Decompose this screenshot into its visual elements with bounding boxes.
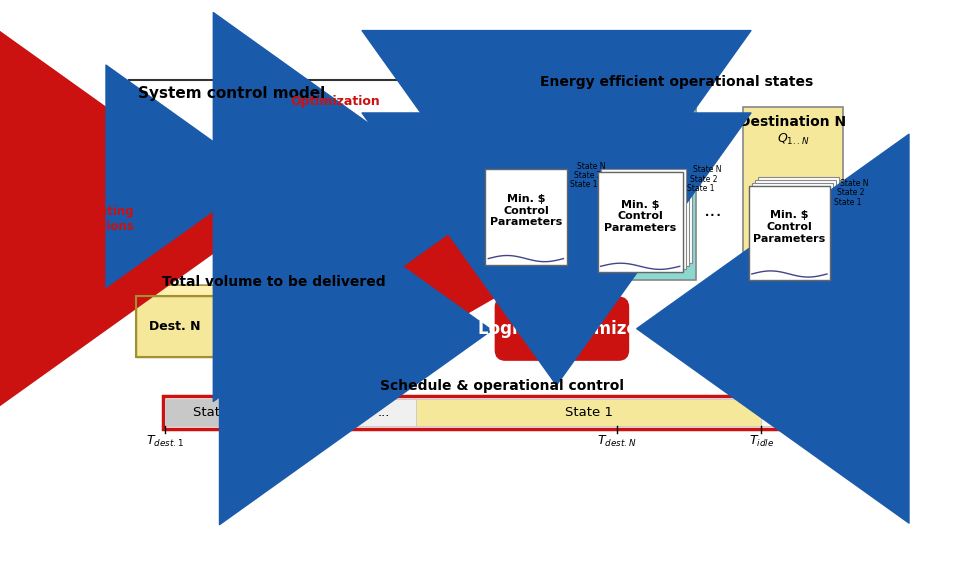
Text: $T_{dest.2}$: $T_{dest.2}$ bbox=[250, 434, 287, 449]
FancyBboxPatch shape bbox=[488, 165, 569, 262]
FancyBboxPatch shape bbox=[706, 312, 849, 344]
Text: Optimization: Optimization bbox=[291, 95, 380, 108]
Text: State 2: State 2 bbox=[837, 188, 864, 197]
Text: State N: State N bbox=[576, 162, 606, 171]
Polygon shape bbox=[214, 286, 264, 296]
FancyBboxPatch shape bbox=[758, 177, 840, 271]
Text: Available delivery time: Available delivery time bbox=[691, 321, 863, 335]
Polygon shape bbox=[136, 286, 230, 296]
Text: Logistic optimizer: Logistic optimizer bbox=[478, 320, 646, 337]
FancyBboxPatch shape bbox=[743, 107, 843, 288]
FancyBboxPatch shape bbox=[604, 166, 689, 266]
FancyBboxPatch shape bbox=[601, 169, 686, 270]
FancyBboxPatch shape bbox=[214, 296, 247, 357]
FancyBboxPatch shape bbox=[761, 399, 862, 426]
Text: State 2: State 2 bbox=[573, 171, 601, 180]
Text: ...: ... bbox=[223, 320, 237, 333]
Text: Dest. N: Dest. N bbox=[150, 320, 201, 333]
Text: $Q_{1..N}$: $Q_{1..N}$ bbox=[627, 112, 661, 127]
FancyBboxPatch shape bbox=[352, 399, 416, 426]
Text: Min. $
Control
Parameters: Min. $ Control Parameters bbox=[754, 210, 825, 243]
FancyBboxPatch shape bbox=[378, 178, 439, 242]
Text: $: $ bbox=[398, 196, 419, 225]
FancyBboxPatch shape bbox=[749, 186, 830, 280]
FancyBboxPatch shape bbox=[591, 88, 696, 280]
FancyBboxPatch shape bbox=[165, 399, 269, 426]
Text: State N: State N bbox=[840, 179, 868, 188]
FancyBboxPatch shape bbox=[136, 296, 214, 357]
Text: State 1: State 1 bbox=[834, 198, 861, 206]
FancyBboxPatch shape bbox=[269, 399, 352, 426]
Text: $Q_{1..N}$: $Q_{1..N}$ bbox=[776, 132, 809, 146]
Text: State 1: State 1 bbox=[570, 180, 598, 189]
FancyBboxPatch shape bbox=[416, 399, 761, 426]
Text: $Q_{1..N}$: $Q_{1..N}$ bbox=[104, 169, 136, 184]
FancyBboxPatch shape bbox=[752, 183, 833, 277]
Text: Destination 2: Destination 2 bbox=[591, 95, 697, 109]
Polygon shape bbox=[435, 286, 451, 357]
Text: $T_{dest.1}$: $T_{dest.1}$ bbox=[146, 434, 184, 449]
FancyBboxPatch shape bbox=[128, 80, 454, 286]
Text: $T_{dest.N}$: $T_{dest.N}$ bbox=[598, 434, 637, 449]
Polygon shape bbox=[270, 137, 363, 145]
FancyBboxPatch shape bbox=[324, 296, 435, 357]
Text: Dest. 1: Dest. 1 bbox=[355, 320, 405, 333]
Text: Destination N: Destination N bbox=[739, 115, 847, 129]
Text: State N: State N bbox=[693, 165, 721, 174]
Text: Energy efficient operational states: Energy efficient operational states bbox=[540, 75, 813, 88]
Text: State 3: State 3 bbox=[193, 406, 241, 419]
Polygon shape bbox=[324, 286, 451, 296]
Text: Min. $
Control
Parameters: Min. $ Control Parameters bbox=[604, 200, 676, 233]
Text: Total volume to be delivered: Total volume to be delivered bbox=[162, 275, 385, 288]
Polygon shape bbox=[136, 286, 451, 296]
FancyBboxPatch shape bbox=[598, 172, 683, 272]
Text: State 10: State 10 bbox=[282, 406, 338, 419]
Text: State 1: State 1 bbox=[687, 184, 714, 193]
FancyBboxPatch shape bbox=[598, 172, 683, 272]
Text: Schedule & operational control: Schedule & operational control bbox=[380, 380, 624, 393]
FancyBboxPatch shape bbox=[491, 162, 572, 259]
Text: ...: ... bbox=[704, 201, 722, 221]
FancyBboxPatch shape bbox=[755, 180, 836, 274]
Text: Destination 1: Destination 1 bbox=[476, 95, 582, 109]
Polygon shape bbox=[270, 145, 351, 203]
Text: State 1: State 1 bbox=[564, 406, 612, 419]
FancyBboxPatch shape bbox=[749, 186, 830, 280]
Polygon shape bbox=[351, 137, 363, 203]
Text: Dest. 2: Dest. 2 bbox=[261, 320, 311, 333]
Text: State 2: State 2 bbox=[690, 174, 717, 184]
FancyBboxPatch shape bbox=[479, 88, 580, 272]
Text: $T_{idle}$: $T_{idle}$ bbox=[749, 434, 774, 449]
FancyBboxPatch shape bbox=[485, 169, 566, 264]
Polygon shape bbox=[359, 174, 372, 246]
Text: Hydraulic model
of the existing
system: Hydraulic model of the existing system bbox=[270, 198, 355, 231]
FancyBboxPatch shape bbox=[485, 169, 566, 264]
FancyBboxPatch shape bbox=[496, 298, 628, 360]
Text: System control model: System control model bbox=[138, 86, 325, 101]
FancyBboxPatch shape bbox=[247, 296, 324, 357]
FancyBboxPatch shape bbox=[495, 160, 576, 255]
Text: Operatin
g cost: Operatin g cost bbox=[385, 189, 431, 211]
FancyBboxPatch shape bbox=[607, 163, 692, 263]
Polygon shape bbox=[266, 184, 359, 246]
Text: Operating
conditions: Operating conditions bbox=[66, 205, 134, 233]
Text: Min. $
Control
Parameters: Min. $ Control Parameters bbox=[490, 194, 562, 227]
Text: $Q_{1..N}$: $Q_{1..N}$ bbox=[513, 112, 546, 127]
Text: Control
parameters: Control parameters bbox=[272, 160, 349, 188]
Polygon shape bbox=[266, 174, 372, 184]
Polygon shape bbox=[247, 286, 341, 296]
Text: ...: ... bbox=[378, 406, 390, 419]
